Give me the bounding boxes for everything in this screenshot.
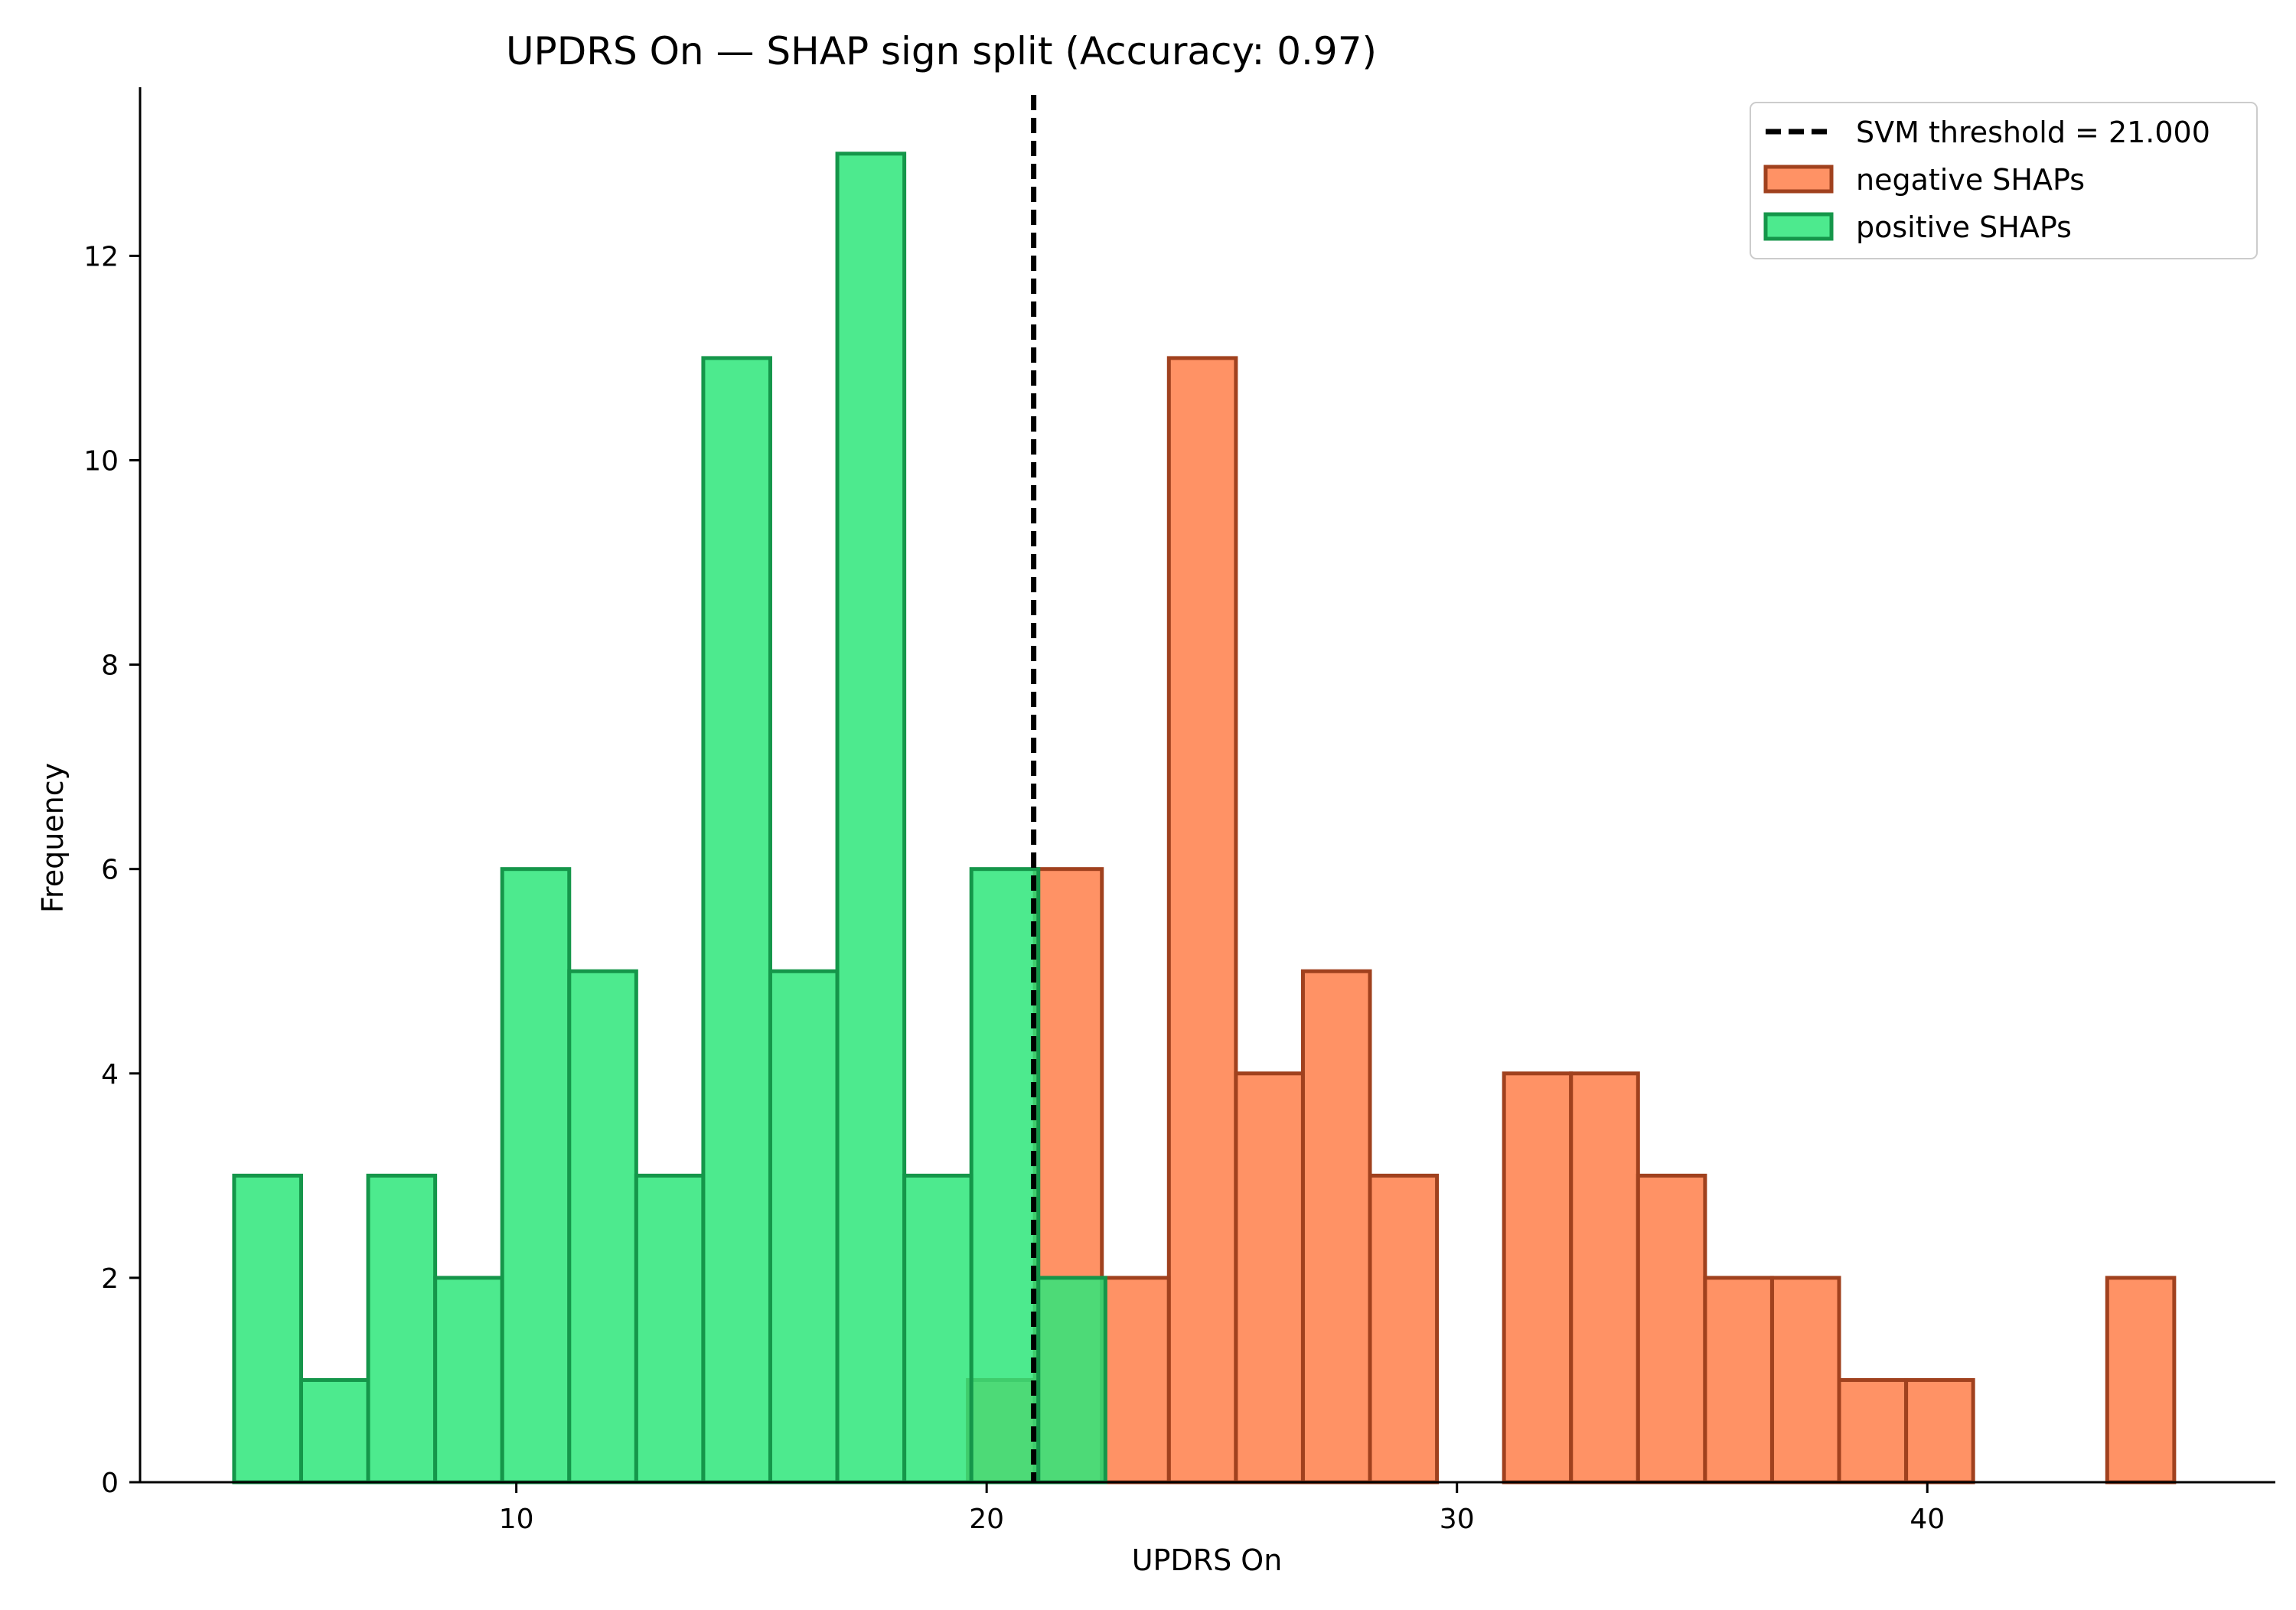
y-tick-label: 4 (101, 1059, 119, 1090)
y-tick-label: 2 (101, 1263, 119, 1295)
negative-shap-bar (1368, 1173, 1440, 1485)
positive-shap-bar (500, 867, 572, 1485)
negative-shap-bar (1569, 1071, 1640, 1485)
positive-shap-series (232, 152, 1107, 1485)
legend-frame (1750, 102, 2258, 259)
y-tick-label: 6 (101, 855, 119, 886)
positive-shap-bar (232, 1173, 303, 1485)
negative-shap-bar (1300, 969, 1372, 1485)
negative-shap-bar (1703, 1276, 1774, 1485)
positive-shap-bar (768, 969, 840, 1485)
x-tick-label: 30 (1440, 1504, 1475, 1535)
chart-title: UPDRS On — SHAP sign split (Accuracy: 0.… (506, 29, 1377, 73)
positive-shap-bar (366, 1173, 438, 1485)
negative-shap-bar (1769, 1276, 1841, 1485)
positive-shap-bar (902, 1173, 974, 1485)
legend-negative-label: negative SHAPs (1856, 163, 2085, 197)
positive-shap-bar (433, 1276, 504, 1485)
negative-shap-bar (1234, 1071, 1305, 1485)
positive-shap-bar (701, 356, 772, 1485)
negative-shap-bar (2105, 1276, 2177, 1485)
y-tick-label: 10 (83, 445, 119, 477)
axes-layer (139, 87, 2275, 1484)
y-axis-label: Frequency (36, 763, 70, 913)
legend: SVM threshold = 21.000 negative SHAPs po… (1750, 102, 2258, 259)
negative-shap-bar (1166, 356, 1238, 1485)
positive-shap-bar (969, 867, 1041, 1485)
positive-shap-bar (634, 1173, 706, 1485)
positive-shap-bar (1036, 1276, 1107, 1485)
x-tick-label: 10 (499, 1504, 534, 1535)
ticks-layer: 10 20 30 40 0 2 4 6 8 10 12 (83, 241, 1945, 1535)
negative-shap-bar (1904, 1377, 1975, 1485)
x-axis-label: UPDRS On (1132, 1543, 1283, 1577)
negative-shap-bar (1636, 1173, 1707, 1485)
y-tick-label: 12 (83, 241, 119, 272)
legend-positive-label: positive SHAPs (1856, 210, 2072, 244)
negative-shap-series (966, 356, 2177, 1485)
positive-shap-bar (567, 969, 638, 1485)
y-tick-label: 0 (101, 1468, 119, 1499)
positive-shap-bar (835, 152, 907, 1485)
legend-positive-swatch (1763, 212, 1834, 241)
negative-shap-bar (1837, 1377, 1909, 1485)
legend-threshold-label: SVM threshold = 21.000 (1856, 116, 2210, 149)
positive-shap-bar (298, 1377, 370, 1485)
legend-negative-swatch (1763, 165, 1834, 194)
y-tick-label: 8 (101, 650, 119, 682)
bars-layer (232, 152, 2177, 1485)
negative-shap-bar (1100, 1276, 1171, 1485)
negative-shap-bar (1502, 1071, 1574, 1485)
x-tick-label: 40 (1910, 1504, 1945, 1535)
x-tick-label: 20 (969, 1504, 1004, 1535)
